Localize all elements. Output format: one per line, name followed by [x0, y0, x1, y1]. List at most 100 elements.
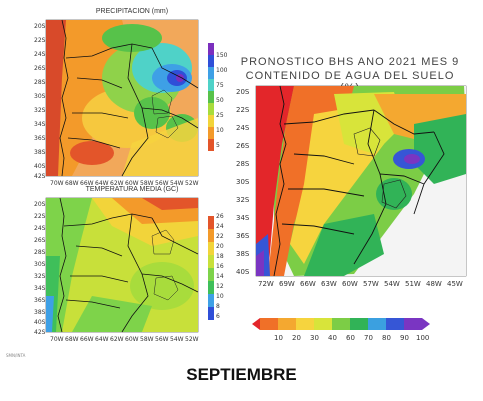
- precipitation-lat-ticks: 20S 22S 24S 26S 28S 30S 32S 34S 36S 38S …: [34, 23, 46, 180]
- svg-text:150: 150: [216, 52, 227, 59]
- soil-water-lat-ticks: 20S 22S 24S 26S 28S 30S 32S 34S 36S 38S …: [236, 88, 250, 276]
- svg-text:69W: 69W: [279, 280, 295, 288]
- soil-water-lon-ticks: 72W 69W 66W 63W 60W 57W 54W 51W 48W 45W: [258, 280, 463, 288]
- svg-text:70W: 70W: [50, 336, 64, 343]
- svg-text:70: 70: [364, 334, 373, 342]
- svg-text:5: 5: [216, 142, 220, 149]
- svg-text:90: 90: [400, 334, 409, 342]
- precipitation-map-title: PRECIPITACION (mm): [95, 8, 169, 15]
- svg-text:54W: 54W: [170, 336, 184, 343]
- svg-text:64W: 64W: [95, 336, 109, 343]
- svg-text:26: 26: [216, 213, 224, 220]
- soil-water-legend: 10 20 30 40 60 70 80 90 100: [252, 318, 452, 342]
- svg-text:30S: 30S: [236, 178, 250, 186]
- soil-map-title-line1: PRONOSTICO BHS ANO 2021 MES 9: [240, 56, 460, 68]
- svg-text:28S: 28S: [34, 249, 46, 256]
- svg-text:22: 22: [216, 233, 224, 240]
- svg-text:40: 40: [328, 334, 337, 342]
- svg-text:62W: 62W: [110, 180, 124, 187]
- svg-text:56W: 56W: [155, 336, 169, 343]
- svg-text:24S: 24S: [236, 124, 250, 132]
- svg-text:10: 10: [216, 293, 224, 300]
- soil-water-map: 20S 22S 24S 26S 28S 30S 32S 34S 36S 38S …: [236, 85, 467, 288]
- svg-text:26S: 26S: [236, 142, 250, 150]
- svg-text:10: 10: [216, 127, 224, 134]
- temperature-map-title: TEMPERATURA MEDIA (GC): [85, 186, 179, 193]
- svg-text:38S: 38S: [236, 250, 250, 258]
- svg-text:60W: 60W: [125, 180, 139, 187]
- precipitation-field: [46, 20, 198, 176]
- svg-text:24: 24: [216, 223, 224, 230]
- svg-text:32S: 32S: [34, 107, 46, 114]
- svg-text:38S: 38S: [34, 309, 46, 316]
- svg-text:48W: 48W: [426, 280, 442, 288]
- precipitation-map-panel: PRECIPITACION (mm): [32, 8, 227, 187]
- precipitation-map: 20S 22S 24S 26S 28S 30S 32S 34S 36S 38S …: [34, 19, 227, 187]
- soil-water-field: [256, 86, 466, 276]
- temperature-lat-ticks: 20S 22S 24S 26S 28S 30S 32S 34S 36S 38S …: [34, 201, 46, 336]
- svg-text:66W: 66W: [80, 180, 94, 187]
- svg-text:36S: 36S: [34, 297, 46, 304]
- soil-water-legend-bar: 10 20 30 40 60 70 80 90 100: [252, 318, 430, 342]
- soil-water-map-panel: 20S 22S 24S 26S 28S 30S 32S 34S 36S 38S …: [234, 84, 474, 304]
- svg-text:100: 100: [216, 67, 227, 74]
- temperature-map: 20S 22S 24S 26S 28S 30S 32S 34S 36S 38S …: [34, 197, 224, 343]
- temperature-borders: [57, 197, 199, 333]
- svg-text:18: 18: [216, 253, 224, 260]
- svg-text:20S: 20S: [34, 201, 46, 208]
- svg-text:80: 80: [382, 334, 391, 342]
- temperature-field: [46, 198, 198, 332]
- month-title: SEPTIEMBRE: [186, 365, 297, 384]
- svg-text:52W: 52W: [185, 336, 199, 343]
- svg-text:32S: 32S: [34, 273, 46, 280]
- svg-text:30S: 30S: [34, 93, 46, 100]
- svg-text:42S: 42S: [34, 329, 46, 336]
- precipitation-borders: [59, 19, 199, 177]
- svg-text:54W: 54W: [384, 280, 400, 288]
- svg-text:22S: 22S: [34, 37, 46, 44]
- svg-text:100: 100: [416, 334, 429, 342]
- svg-text:60W: 60W: [125, 336, 139, 343]
- svg-text:8: 8: [216, 303, 220, 310]
- svg-text:36S: 36S: [34, 135, 46, 142]
- svg-text:42S: 42S: [34, 173, 46, 180]
- soil-water-hatched-areas: [353, 127, 407, 209]
- svg-text:20: 20: [216, 243, 224, 250]
- credit-text: SMN/INTA: [6, 353, 26, 358]
- svg-text:51W: 51W: [405, 280, 421, 288]
- svg-text:58W: 58W: [140, 180, 154, 187]
- svg-text:10: 10: [274, 334, 283, 342]
- svg-text:20S: 20S: [34, 23, 46, 30]
- svg-text:26S: 26S: [34, 65, 46, 72]
- svg-text:30S: 30S: [34, 261, 46, 268]
- svg-text:62W: 62W: [110, 336, 124, 343]
- svg-text:66W: 66W: [80, 336, 94, 343]
- svg-text:22S: 22S: [236, 106, 250, 114]
- svg-text:68W: 68W: [65, 336, 79, 343]
- svg-text:28S: 28S: [236, 160, 250, 168]
- svg-text:50: 50: [216, 97, 224, 104]
- temperature-hatched-areas: [151, 229, 179, 301]
- svg-text:40S: 40S: [236, 268, 250, 276]
- svg-text:60: 60: [346, 334, 355, 342]
- svg-text:34S: 34S: [236, 214, 250, 222]
- svg-text:25: 25: [216, 112, 224, 119]
- svg-text:24S: 24S: [34, 51, 46, 58]
- svg-text:34S: 34S: [34, 121, 46, 128]
- svg-text:28S: 28S: [34, 79, 46, 86]
- svg-text:52W: 52W: [185, 180, 199, 187]
- svg-text:34S: 34S: [34, 285, 46, 292]
- svg-text:14: 14: [216, 273, 224, 280]
- svg-text:45W: 45W: [447, 280, 463, 288]
- svg-text:64W: 64W: [95, 180, 109, 187]
- svg-text:12: 12: [216, 283, 224, 290]
- svg-text:72W: 72W: [258, 280, 274, 288]
- precipitation-lon-ticks: 70W 68W 66W 64W 62W 60W 58W 56W 54W 52W: [50, 180, 199, 187]
- svg-text:32S: 32S: [236, 196, 250, 204]
- svg-text:24S: 24S: [34, 225, 46, 232]
- temperature-lon-ticks: 70W 68W 66W 64W 62W 60W 58W 56W 54W 52W: [50, 336, 199, 343]
- svg-text:16: 16: [216, 263, 224, 270]
- svg-text:20: 20: [292, 334, 301, 342]
- svg-text:66W: 66W: [300, 280, 316, 288]
- svg-text:20S: 20S: [236, 88, 250, 96]
